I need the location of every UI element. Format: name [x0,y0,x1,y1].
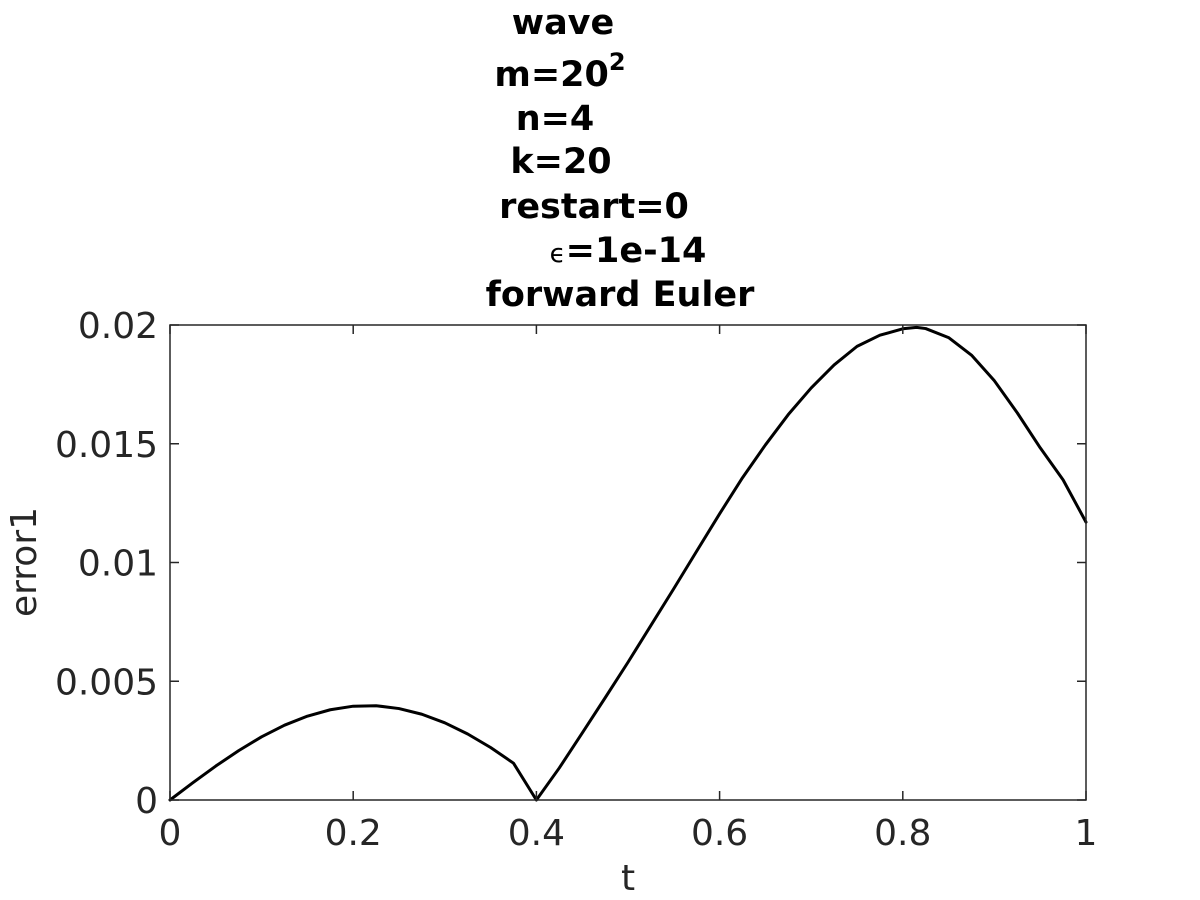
y-tick-label: 0.015 [55,425,158,466]
title-line-5: restart=0 [499,187,689,227]
title-line-text: n=4 [516,99,595,139]
title-line-text: restart=0 [499,187,689,227]
epsilon-symbol: ϵ [550,239,566,269]
title-line-4: k=20 [510,142,611,182]
chart-title: wavem=202n=4k=20restart=0ϵ=1e-14forward … [486,3,756,315]
x-tick-label: 0 [159,813,182,854]
x-tick-label: 0.2 [325,813,382,854]
title-line-text: forward Euler [486,275,756,315]
title-line-2: m=202 [494,48,625,95]
y-tick-label: 0.02 [78,306,158,347]
x-tick-label: 0.6 [691,813,748,854]
title-line-text: k=20 [510,142,611,182]
y-axis: 0 0.005 0.01 0.015 0.02 [55,306,1086,822]
title-superscript: 2 [609,48,626,76]
x-tick-label: 1 [1075,813,1098,854]
series-line-1 [168,325,1088,802]
title-line-1: wave [512,3,615,43]
title-line-3: n=4 [516,99,595,139]
y-axis-label: error1 [4,507,45,617]
series-group [168,325,1088,802]
x-tick-label: 0.8 [874,813,931,854]
y-tick-label: 0.005 [55,662,158,703]
x-axis-label: t [621,858,635,899]
plot-area [170,325,1086,800]
y-tick-label: 0.01 [78,544,158,585]
x-axis: 0 0.2 0.4 0.6 0.8 1 [159,325,1098,854]
title-line-6: ϵ=1e-14 [550,231,707,271]
y-tick-label: 0 [135,781,158,822]
x-tick-label: 0.4 [508,813,565,854]
title-line-7: forward Euler [486,275,756,315]
title-line-text: wave [512,3,615,43]
title-line-text: m=20 [494,55,609,95]
title-line-text: =1e-14 [566,231,707,271]
